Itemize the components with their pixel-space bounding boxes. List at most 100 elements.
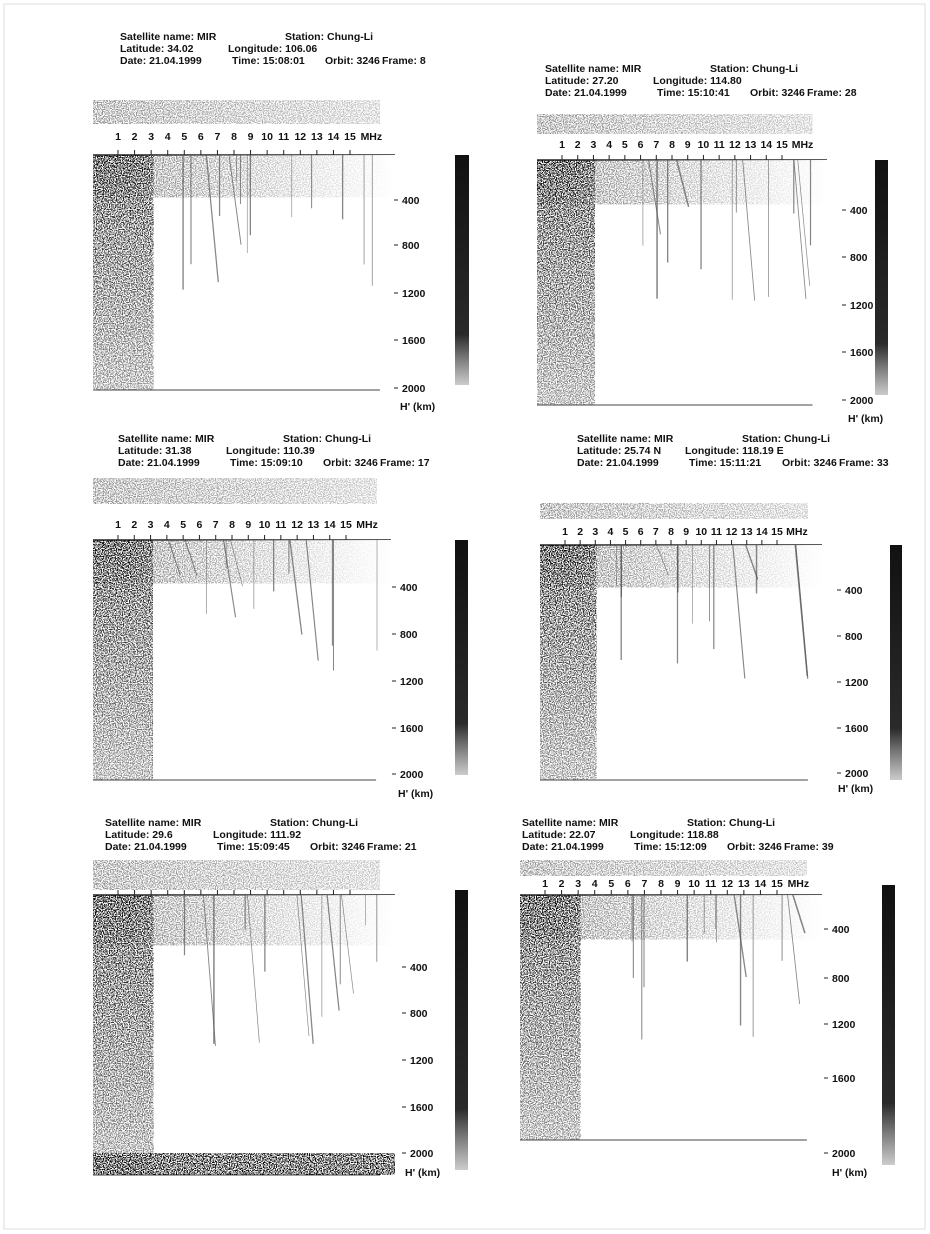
frequency-label: 11 xyxy=(278,131,289,143)
echo-trace xyxy=(289,539,303,635)
echo-trace xyxy=(745,544,759,580)
strip-fade xyxy=(93,860,380,890)
echo-trace xyxy=(228,154,242,245)
latitude: Latitude: 31.38 xyxy=(118,445,192,457)
frame: Frame: 33 xyxy=(839,457,889,469)
frequency-label: 9 xyxy=(683,526,689,538)
height-label: 2000 xyxy=(400,769,424,781)
height-label: 800 xyxy=(845,631,863,643)
satellite-name: Satellite name: MIR xyxy=(120,31,217,43)
frame: Frame: 17 xyxy=(380,457,430,469)
station: Station: Chung-Li xyxy=(283,433,371,445)
noise-bottom xyxy=(93,1153,395,1175)
frequency-label: 12 xyxy=(729,139,741,151)
frequency-label: 2 xyxy=(577,526,583,538)
frequency-label: 13 xyxy=(311,131,323,143)
frequency-label: 7 xyxy=(653,139,659,151)
frequency-label: 9 xyxy=(248,131,254,143)
frame: Frame: 39 xyxy=(784,841,834,853)
height-label: 1600 xyxy=(400,723,424,735)
frequency-label: 3 xyxy=(591,139,597,151)
frequency-unit: MHz xyxy=(361,131,383,143)
frequency-label: 6 xyxy=(198,131,204,143)
color-bar xyxy=(455,155,469,385)
time: Time: 15:12:09 xyxy=(634,841,707,853)
color-bar xyxy=(890,545,902,780)
frequency-label: 3 xyxy=(575,878,581,890)
strip-fade xyxy=(540,503,808,519)
echo-fade-down xyxy=(540,545,597,780)
height-label: 1200 xyxy=(400,676,424,688)
height-unit: H' (km) xyxy=(832,1167,867,1179)
echo-trace xyxy=(648,159,662,235)
page-border xyxy=(3,3,926,1230)
frequency-label: 1 xyxy=(115,131,121,143)
date: Date: 21.04.1999 xyxy=(545,87,627,99)
frequency-label: 1 xyxy=(562,526,568,538)
color-bar xyxy=(455,540,468,775)
height-label: 1600 xyxy=(410,1102,434,1114)
frequency-label: 11 xyxy=(705,878,716,890)
frequency-label: 13 xyxy=(738,878,750,890)
frequency-label: 1 xyxy=(115,519,121,531)
station: Station: Chung-Li xyxy=(742,433,830,445)
frame: Frame: 21 xyxy=(367,841,417,853)
orbit: Orbit: 3246 xyxy=(727,841,782,853)
height-label: 1600 xyxy=(832,1073,856,1085)
echo-trace xyxy=(675,159,690,208)
date: Date: 21.04.1999 xyxy=(522,841,604,853)
satellite-name: Satellite name: MIR xyxy=(105,817,202,829)
height-label: 1200 xyxy=(410,1055,434,1067)
date: Date: 21.04.1999 xyxy=(120,55,202,67)
height-unit: H' (km) xyxy=(400,401,435,413)
frequency-label: 12 xyxy=(726,526,738,538)
height-label: 1600 xyxy=(850,347,874,359)
satellite-name: Satellite name: MIR xyxy=(545,63,642,75)
echo-trace xyxy=(656,544,669,576)
frequency-label: 7 xyxy=(215,131,221,143)
frequency-unit: MHz xyxy=(792,139,814,151)
frequency-label: 6 xyxy=(197,519,203,531)
longitude: Longitude: 118.19 E xyxy=(685,445,784,457)
strip-fade xyxy=(93,100,380,124)
height-unit: H' (km) xyxy=(405,1167,440,1179)
strip-fade xyxy=(520,860,807,876)
frequency-label: 8 xyxy=(658,878,664,890)
latitude: Latitude: 34.02 xyxy=(120,43,194,55)
height-label: 800 xyxy=(832,973,850,985)
echo-trace xyxy=(742,159,756,301)
height-label: 2000 xyxy=(845,768,869,780)
height-label: 1200 xyxy=(850,300,874,312)
frequency-label: 10 xyxy=(261,131,273,143)
longitude: Longitude: 110.39 xyxy=(226,445,315,457)
latitude: Latitude: 27.20 xyxy=(545,75,619,87)
frequency-unit: MHz xyxy=(786,526,808,538)
latitude: Latitude: 22.07 xyxy=(522,829,596,841)
frequency-label: 14 xyxy=(755,878,767,890)
frequency-label: 14 xyxy=(324,519,336,531)
longitude: Longitude: 118.88 xyxy=(630,829,719,841)
frequency-label: 12 xyxy=(291,519,303,531)
echo-trace xyxy=(787,894,801,1005)
echo-trace xyxy=(797,159,811,286)
height-label: 2000 xyxy=(410,1148,434,1160)
frequency-label: 4 xyxy=(608,526,614,538)
longitude: Longitude: 114.80 xyxy=(653,75,742,87)
echo-trace xyxy=(205,154,219,283)
frequency-label: 1 xyxy=(542,878,548,890)
frequency-label: 2 xyxy=(131,519,137,531)
frequency-label: 15 xyxy=(771,526,783,538)
frequency-label: 14 xyxy=(328,131,340,143)
frequency-label: 8 xyxy=(231,131,237,143)
time: Time: 15:11:21 xyxy=(689,457,761,469)
frequency-label: 15 xyxy=(344,131,356,143)
date: Date: 21.04.1999 xyxy=(118,457,200,469)
latitude: Latitude: 29.6 xyxy=(105,829,173,841)
height-label: 800 xyxy=(402,240,420,252)
frequency-label: 10 xyxy=(259,519,271,531)
height-label: 1200 xyxy=(402,288,426,300)
echo-trace xyxy=(296,894,310,1037)
frequency-label: 14 xyxy=(756,526,768,538)
height-label: 800 xyxy=(400,629,418,641)
frequency-label: 15 xyxy=(776,139,788,151)
